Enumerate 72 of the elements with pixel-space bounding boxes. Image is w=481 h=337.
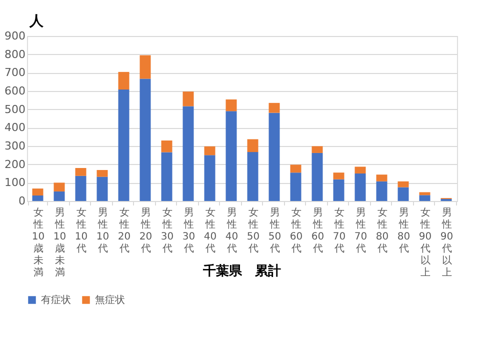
y-tick-label: 200 <box>4 158 26 171</box>
x-tick-label: 女性 90代以上 <box>418 206 432 278</box>
bar <box>398 187 409 201</box>
y-tick-label: 300 <box>4 140 26 152</box>
bar <box>268 102 280 113</box>
bar <box>333 172 344 180</box>
bar <box>140 55 151 79</box>
x-tick-label: 女性 80代 <box>376 206 389 254</box>
bar <box>75 176 86 201</box>
bar <box>96 176 108 201</box>
bar <box>32 188 44 196</box>
bar <box>354 166 366 174</box>
bar <box>333 179 344 201</box>
bar <box>247 139 258 152</box>
legend-label: 無症状 <box>95 294 125 306</box>
bar <box>354 174 366 201</box>
x-tick-label: 女性 70代 <box>332 206 346 254</box>
y-tick-label: 500 <box>4 102 26 116</box>
bar <box>226 111 237 201</box>
bar <box>268 112 280 201</box>
legend-label: 有症状 <box>41 294 71 306</box>
bar <box>398 181 409 188</box>
x-tick-label: 男性 40代 <box>225 208 238 254</box>
x-tick-label: 男性 30代 <box>182 208 196 254</box>
x-tick-label: 男性 20代 <box>139 208 152 254</box>
y-tick-label: 100 <box>4 176 26 190</box>
bar <box>54 182 65 192</box>
x-tick-label: 男性 10歳未満 <box>53 208 66 278</box>
x-tick-label: 女性 60代 <box>290 206 303 254</box>
y-tick-label: 900 <box>4 30 26 42</box>
bar <box>290 164 302 173</box>
x-tick-label: 女性 10代 <box>74 206 88 254</box>
bar <box>96 170 108 177</box>
y-tick-label: 400 <box>4 121 26 134</box>
bar <box>312 152 323 201</box>
bar <box>226 99 237 112</box>
y-axis-title: 人 <box>28 14 44 30</box>
y-tick-label: 600 <box>4 84 26 98</box>
bar <box>376 174 388 182</box>
bar <box>161 140 172 152</box>
bar <box>419 192 430 196</box>
bar <box>118 90 130 201</box>
x-tick-label: 女性 10歳未満 <box>32 206 45 278</box>
y-tick-label: 800 <box>4 48 26 61</box>
bar <box>32 196 44 201</box>
bar <box>161 152 172 201</box>
x-tick-label: 男性 90代以上 <box>440 208 454 278</box>
x-tick-label: 女性 50代 <box>246 206 260 254</box>
bar <box>247 152 258 201</box>
x-tick-label: 男性 70代 <box>354 208 368 254</box>
bar <box>75 168 86 176</box>
bar <box>204 146 216 156</box>
y-tick-label: 700 <box>4 66 26 80</box>
text: 千葉県 累計 <box>202 263 281 279</box>
x-tick-label: 女性 40代 <box>204 206 217 254</box>
x-tick-label: 男性 80代 <box>397 208 410 254</box>
y-tick-label: 0 <box>18 194 26 208</box>
bar <box>376 181 388 201</box>
x-tick-label: 男性 10代 <box>96 208 110 254</box>
bar <box>140 78 151 201</box>
bar <box>182 92 194 106</box>
bar <box>419 195 430 201</box>
bar <box>118 72 130 90</box>
bar <box>312 146 323 153</box>
x-tick-label: 男性 60代 <box>311 208 324 254</box>
bar <box>290 172 302 201</box>
bar <box>54 191 65 201</box>
bar <box>182 106 194 201</box>
x-tick-label: 女性 20代 <box>118 206 131 254</box>
x-tick-label: 男性 50代 <box>268 208 282 254</box>
x-tick-label: 女性 30代 <box>160 206 174 254</box>
bar <box>204 155 216 201</box>
